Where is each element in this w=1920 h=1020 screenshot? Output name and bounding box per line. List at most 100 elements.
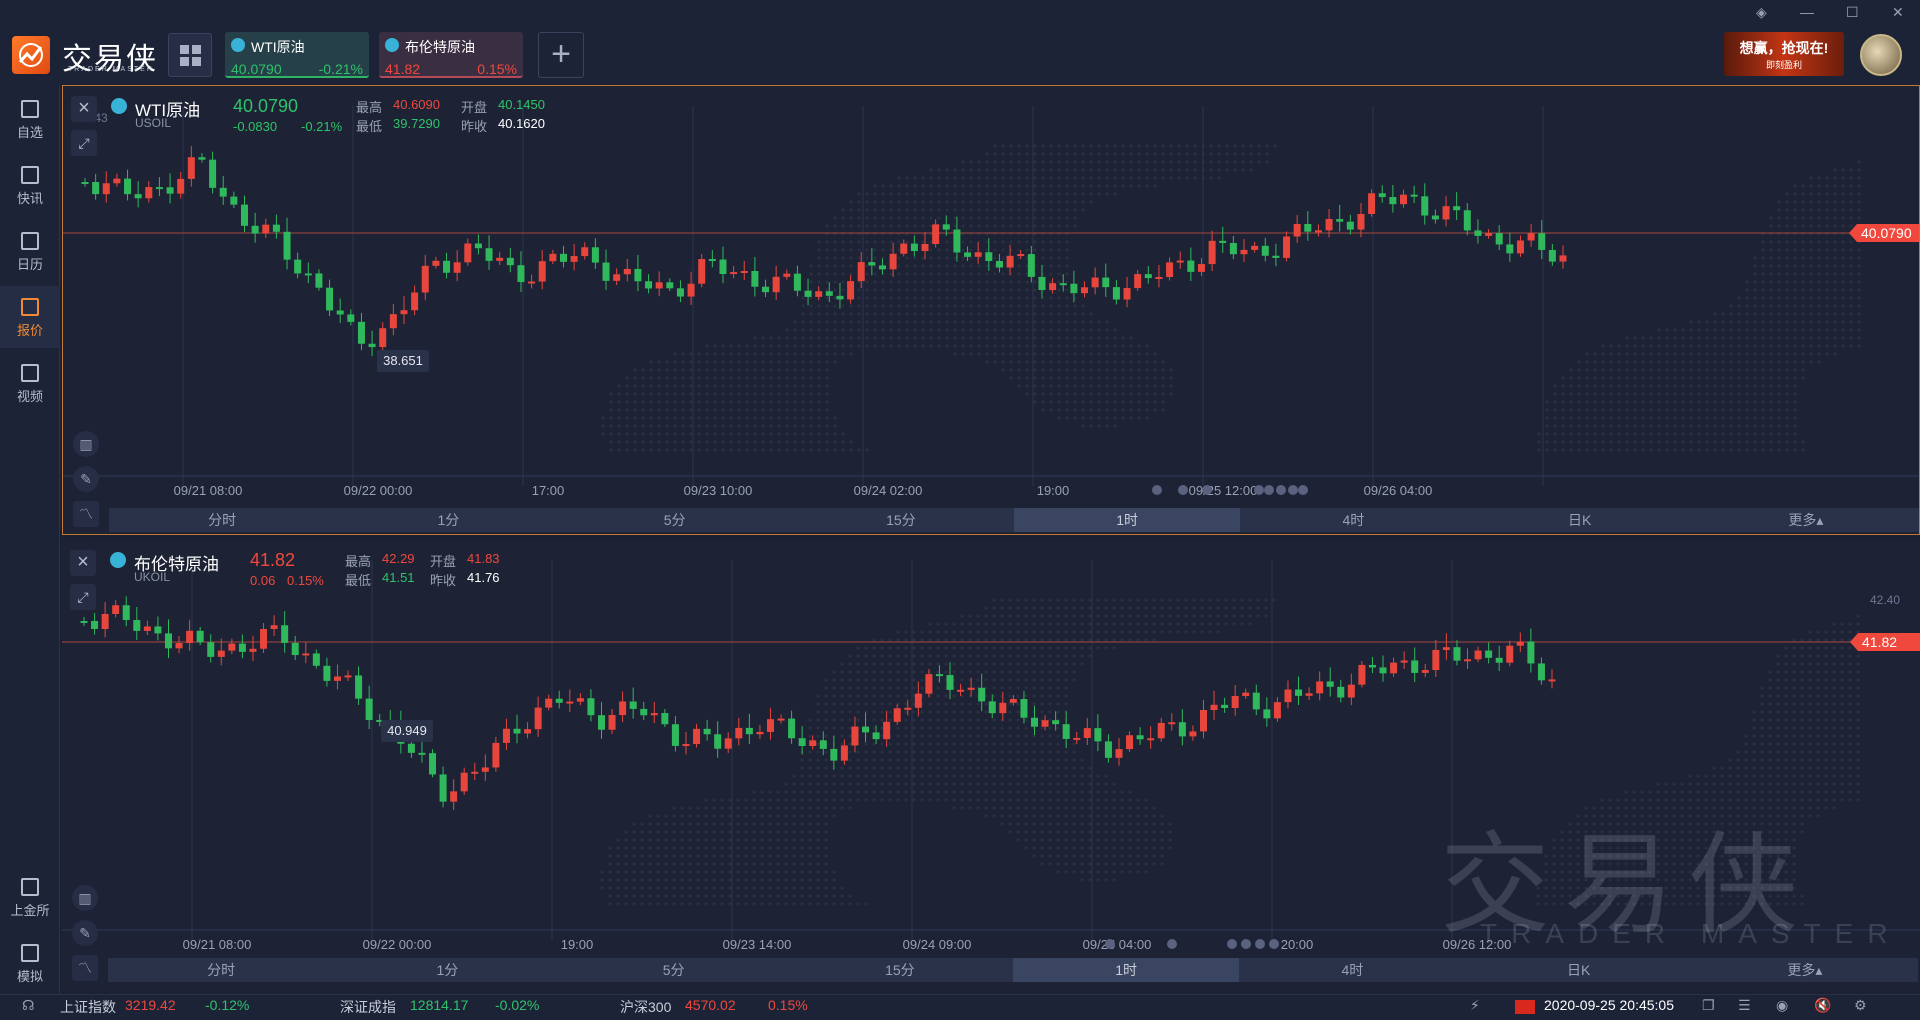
scroll-dot[interactable] [1276,485,1286,495]
sidebar-item-quotes[interactable]: 报价 [0,286,60,348]
candle [219,175,227,206]
expand-icon[interactable]: ⤢ [71,130,97,156]
candlestick-chart-brent[interactable]: 41.82 40.949 42.40 09/21 08:00 09/22 00:00 19… [62,540,1920,992]
tf-5m[interactable]: 5分 [663,512,686,528]
camera-icon[interactable]: ◉ [1776,997,1789,1013]
price-change-pct: -0.21% [301,119,343,134]
candle [1357,202,1365,238]
tf-more[interactable]: 更多▴ [1788,512,1824,528]
tf-daily[interactable]: 日K [1567,512,1592,528]
scroll-dot[interactable] [1167,939,1177,949]
scroll-dot[interactable] [1254,485,1264,495]
sidebar-item-calendar[interactable]: 日历 [0,220,60,282]
scroll-dot[interactable] [1178,485,1188,495]
tab-brent[interactable]: 布伦特原油 41.82 0.15% [379,32,523,78]
minimize-button[interactable]: — [1800,4,1814,20]
candle [925,669,933,698]
candle [819,731,827,756]
scroll-dot[interactable] [1298,485,1308,495]
candle [581,242,589,260]
candle [1038,264,1046,299]
x-axis-label: 09/26 12:00 [1443,937,1512,952]
scroll-dot[interactable] [1105,939,1115,949]
candle [868,248,876,276]
expand-icon[interactable]: ⤢ [70,584,96,610]
close-window-button[interactable]: ✕ [1892,4,1904,20]
candle [942,215,950,236]
candle [81,178,89,187]
index-name[interactable]: 沪深300 [620,999,672,1015]
candle [379,322,387,352]
tf-4h[interactable]: 4时 [1341,962,1364,978]
tf-1m[interactable]: 1分 [436,962,459,978]
headset-icon[interactable]: ☊ [22,997,35,1013]
tf-5m[interactable]: 5分 [662,962,685,978]
scroll-dot[interactable] [1255,939,1265,949]
scroll-dot[interactable] [1288,485,1298,495]
tf-daily[interactable]: 日K [1566,962,1591,978]
draw-pen-icon[interactable]: ✎ [73,466,99,492]
mute-icon[interactable]: 🔇 [1814,997,1832,1013]
index-name[interactable]: 深证成指 [340,999,396,1015]
maximize-button[interactable]: ☐ [1846,4,1859,20]
tf-15m[interactable]: 15分 [885,962,915,978]
draw-pen-icon[interactable]: ✎ [72,920,98,946]
close-panel-button[interactable]: × [70,550,96,576]
tf-tick[interactable]: 分时 [207,962,236,978]
candle [1031,705,1039,736]
tf-tick[interactable]: 分时 [208,512,237,528]
scroll-dot[interactable] [1241,939,1251,949]
promo-banner[interactable]: 想赢，抢现在! 即刻盈利 [1724,32,1844,76]
window-icon[interactable]: ❐ [1702,997,1715,1013]
candle [376,713,384,727]
index-value: 12814.17 [410,997,469,1013]
candle [400,296,408,324]
settings-icon[interactable]: ⚙ [1854,997,1867,1013]
candle [847,275,855,304]
sidebar-item-video[interactable]: 视频 [0,352,60,414]
candle [198,153,206,163]
tf-1m[interactable]: 1分 [437,512,460,528]
candle [953,216,961,262]
avatar[interactable] [1860,34,1902,76]
sidebar-item-watchlist[interactable]: 自选 [0,88,60,150]
tf-1h[interactable]: 1时 [1013,958,1240,982]
candle [910,235,918,257]
tf-4h[interactable]: 4时 [1342,512,1365,528]
skin-icon[interactable]: ◈ [1756,4,1767,20]
tf-more[interactable]: 更多▴ [1787,962,1823,978]
candle [134,181,142,208]
sidebar-item-sge[interactable]: 上金所 [0,866,60,928]
tf-1h[interactable]: 1时 [1014,508,1241,532]
indicator-icon[interactable]: ▥ [73,431,99,457]
scroll-dot[interactable] [1202,485,1212,495]
layout-grid-button[interactable] [168,33,212,77]
scroll-dot[interactable] [1227,939,1237,949]
candle [687,271,695,305]
instrument-name[interactable]: WTI原油 [111,96,200,121]
tab-wti[interactable]: WTI原油 40.0790 -0.21% [225,32,369,78]
scroll-dot[interactable] [1264,485,1274,495]
line-chart-icon[interactable]: 〽 [73,501,99,527]
list-icon[interactable]: ☰ [1738,997,1751,1013]
sidebar-item-news[interactable]: 快讯 [0,154,60,216]
prev-close-value: 41.76 [467,570,500,585]
candle [1368,656,1376,674]
candle [1208,230,1216,272]
scroll-dot[interactable] [1152,485,1162,495]
close-panel-button[interactable]: × [71,96,97,122]
add-tab-button[interactable]: + [538,32,584,78]
instrument-name[interactable]: 布伦特原油 [110,550,219,575]
index-name[interactable]: 上证指数 [60,999,116,1015]
scroll-dot[interactable] [1269,939,1279,949]
candle [1442,633,1450,660]
tf-15m[interactable]: 15分 [886,512,916,528]
line-chart-icon[interactable]: 〽 [72,955,98,981]
tab-name: WTI原油 [231,37,363,57]
indicator-icon[interactable]: ▥ [72,885,98,911]
connection-icon[interactable]: ⚡ [1470,997,1480,1013]
logo-icon [12,36,50,74]
candle [432,256,440,269]
sidebar-item-simulate[interactable]: 模拟 [0,932,60,994]
